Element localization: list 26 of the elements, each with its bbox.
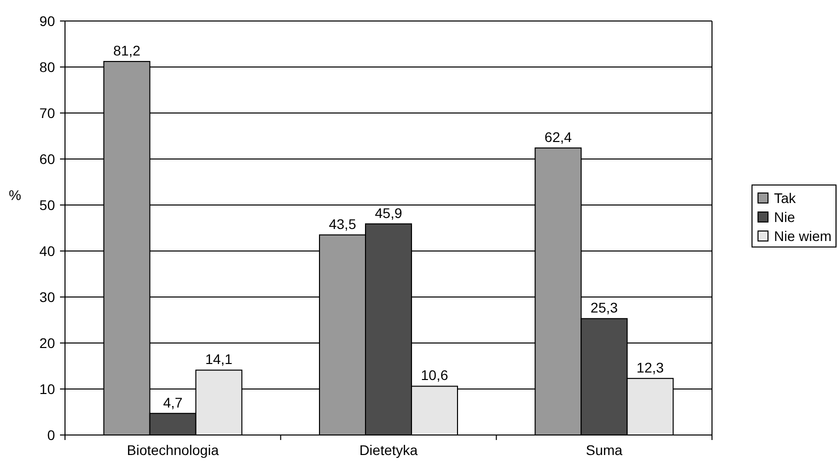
y-tick-label: 0 (47, 426, 56, 443)
y-tick-label: 70 (39, 104, 56, 121)
y-tick-label: 10 (39, 380, 56, 397)
y-tick-label: 80 (39, 58, 56, 75)
legend-label: Tak (774, 190, 797, 206)
data-label: 81,2 (113, 42, 141, 58)
x-tick-label: Suma (586, 442, 623, 458)
y-axis-title: % (8, 187, 22, 203)
legend-label: Nie wiem (774, 228, 832, 244)
data-label: 10,6 (420, 367, 448, 384)
x-tick-label: Biotechnologia (126, 442, 219, 458)
data-label: 14,1 (205, 351, 233, 368)
data-label: 25,3 (590, 300, 618, 316)
x-tick-label: Dietetyka (359, 442, 418, 458)
y-tick-label: 50 (39, 196, 56, 213)
data-label: 62,4 (544, 128, 572, 145)
y-tick-label: 20 (39, 334, 56, 351)
y-tick-label: 90 (39, 12, 56, 29)
y-tick-label: 30 (39, 288, 56, 305)
data-label: 43,5 (328, 216, 356, 232)
data-label: 45,9 (374, 204, 402, 221)
data-label: 4,7 (163, 394, 183, 410)
data-label: 12,3 (636, 359, 664, 376)
y-tick-label: 60 (39, 150, 56, 167)
legend-label: Nie (774, 208, 796, 225)
y-tick-label: 40 (39, 242, 56, 259)
